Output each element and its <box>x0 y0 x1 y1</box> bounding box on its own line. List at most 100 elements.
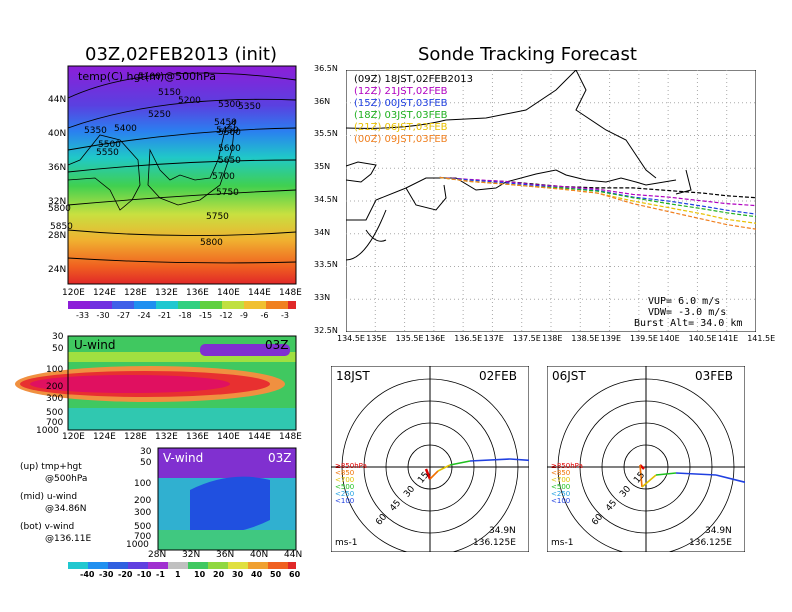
hodo-legend-entry: ≥850hPa <box>551 462 583 470</box>
lon-tick: 140E <box>217 288 240 298</box>
colorbar-label: -30 <box>99 570 114 579</box>
contour-label: 5750 <box>206 212 229 222</box>
colorbar-label: 10 <box>194 570 206 579</box>
lon-tick: 124E <box>93 288 116 298</box>
colorbar-label: -40 <box>80 570 95 579</box>
hodo-legend-entry: <850 <box>335 469 355 477</box>
lon-tick: 141.5E <box>747 334 776 343</box>
note-line: (mid) u-wind <box>20 492 78 502</box>
lon-tick: 140.5E <box>688 334 717 343</box>
colorbar-label: -30 <box>96 311 110 320</box>
lat-tick: 32.5N <box>314 325 338 335</box>
track-map: (09Z) 18JST,02FEB2013(12Z) 21JST,02FEB(1… <box>346 70 756 332</box>
contour-label: 5700 <box>212 172 235 182</box>
contour-label: 5800 <box>48 204 71 214</box>
contour-label: 5200 <box>178 96 201 106</box>
lon-tick: 128E <box>124 432 147 442</box>
pressure-tick: 200 <box>134 496 152 506</box>
hodo-date: 03FEB <box>695 369 733 383</box>
left-panels-svg <box>15 65 297 569</box>
colorbar-label: -24 <box>137 311 151 320</box>
track-series-0 <box>439 176 756 199</box>
contour-label: 5550 <box>96 148 119 158</box>
lon-tick: 148E <box>279 288 302 298</box>
colorbar-label: -20 <box>118 570 133 579</box>
hodo-lat: 34.9N <box>705 526 732 536</box>
note-line: (bot) v-wind <box>20 522 75 532</box>
hodo-legend-entry: <100 <box>335 497 355 505</box>
lat-tick: 36N <box>216 550 235 560</box>
contour-label: 5750 <box>216 188 239 198</box>
contour-label: 5850 <box>50 222 73 232</box>
lat-tick: 44N <box>48 95 67 105</box>
hodo-lon: 136.125E <box>473 538 516 548</box>
pressure-tick: 50 <box>140 458 152 468</box>
vup-text: VUP= 6.0 m/s <box>648 296 721 307</box>
pressure-tick: 700 <box>46 418 64 428</box>
hodo-legend-entry: <850 <box>551 469 571 477</box>
lon-tick: 120E <box>62 288 85 298</box>
hodo-legend-entry: <500 <box>335 483 355 491</box>
contour-label: 5350 <box>84 126 107 136</box>
hodograph-1 <box>547 366 745 552</box>
contour-label: 5500 <box>218 128 241 138</box>
left-title: 03Z,02FEB2013 (init) <box>85 44 277 65</box>
hodo-legend-entry: <700 <box>551 476 571 484</box>
vdw-text: VDW= -3.0 m/s <box>648 307 727 318</box>
hodo-unit: ms-1 <box>551 538 574 548</box>
pressure-tick: 30 <box>52 332 64 342</box>
hodo-legend-entry: <700 <box>335 476 355 484</box>
lat-tick: 32N <box>182 550 201 560</box>
pressure-tick: 200 <box>46 382 64 392</box>
lon-tick: 136E <box>424 334 446 343</box>
lon-tick: 135E <box>366 334 387 343</box>
hodo-legend-entry: ≥850hPa <box>335 462 367 470</box>
colorbar-label: 50 <box>270 570 282 579</box>
colorbar-label: -33 <box>76 311 90 320</box>
hodo-legend-entry: <500 <box>551 483 571 491</box>
pressure-tick: 50 <box>52 344 64 354</box>
lat-tick: 32N <box>48 197 67 207</box>
colorbar-label: 1 <box>175 570 181 579</box>
lon-tick: 134.5E <box>337 334 365 343</box>
track-series-3 <box>439 176 756 218</box>
lat-tick: 33.5N <box>314 260 338 270</box>
track-legend-entry: (21Z) 06JST,03FEB <box>354 122 448 133</box>
lon-tick: 136E <box>186 288 209 298</box>
lon-tick: 120E <box>62 432 85 442</box>
colorbar-label: -18 <box>178 311 192 320</box>
lat-tick: 44N <box>284 550 303 560</box>
lon-tick: 132E <box>155 288 178 298</box>
contour-label: 5600 <box>218 144 241 154</box>
track-series-2 <box>439 176 756 215</box>
contour-label: 5300 <box>218 100 241 110</box>
lon-tick: 140E <box>659 334 680 343</box>
hodo-time: 06JST <box>552 369 586 383</box>
lat-tick: 40N <box>250 550 269 560</box>
pressure-tick: 30 <box>140 447 152 457</box>
lat-tick: 36.5N <box>314 64 338 73</box>
japan-outline <box>147 118 236 206</box>
colorbar-label: 60 <box>289 570 301 579</box>
contour-label: 5450 <box>214 118 237 128</box>
hodo-date: 02FEB <box>479 369 517 383</box>
colorbar-label: -1 <box>156 570 165 579</box>
pressure-tick: 300 <box>46 394 64 404</box>
colorbar-label: -3 <box>281 311 289 320</box>
track-legend-entry: (00Z) 09JST,03FEB <box>354 134 448 145</box>
lon-tick: 137E <box>483 334 504 343</box>
colorbar-label: 40 <box>251 570 263 579</box>
lon-tick: 140E <box>217 432 240 442</box>
pressure-tick: 500 <box>46 408 64 418</box>
lat-tick: 40N <box>48 129 67 139</box>
contour-label: 5150 <box>158 88 181 98</box>
korea-outline <box>67 134 141 211</box>
contour-label: 5800 <box>200 238 223 248</box>
lon-tick: 144E <box>248 288 271 298</box>
track-series-5 <box>439 176 756 230</box>
colorbar-label: -9 <box>240 311 248 320</box>
lat-tick: 36N <box>48 163 67 173</box>
contour-label: 5400 <box>114 124 137 134</box>
lat-tick: 36N <box>314 96 331 106</box>
wind-colorbar <box>68 562 296 569</box>
